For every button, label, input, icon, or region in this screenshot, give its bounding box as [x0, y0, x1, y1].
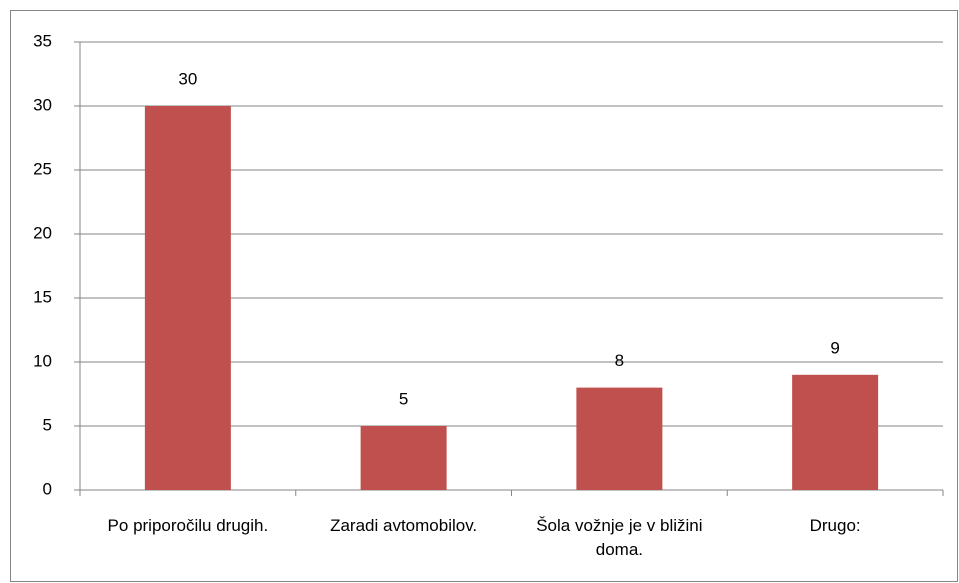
data-label: 8 — [615, 351, 624, 370]
y-tick-label: 25 — [33, 159, 52, 178]
chart-border — [10, 10, 958, 582]
data-label: 5 — [399, 389, 408, 408]
x-tick-label: Po priporočilu drugih. — [107, 516, 269, 535]
bar — [360, 426, 447, 490]
y-tick-label: 30 — [33, 95, 52, 114]
data-label: 9 — [830, 338, 839, 357]
x-tick-label: Šola vožnje je v bližini doma. — [536, 516, 703, 559]
bar — [792, 374, 879, 490]
y-tick-label: 35 — [33, 31, 52, 50]
y-tick-label: 10 — [33, 351, 52, 370]
bar — [144, 106, 231, 490]
y-tick-label: 5 — [43, 415, 52, 434]
x-tick-label: Drugo: — [809, 516, 861, 535]
x-tick-label: Zaradi avtomobilov. — [330, 516, 478, 535]
bar — [576, 387, 663, 490]
y-tick-label: 15 — [33, 287, 52, 306]
y-tick-label: 0 — [43, 479, 52, 498]
y-tick-label: 20 — [33, 223, 52, 242]
data-label: 30 — [178, 69, 197, 88]
